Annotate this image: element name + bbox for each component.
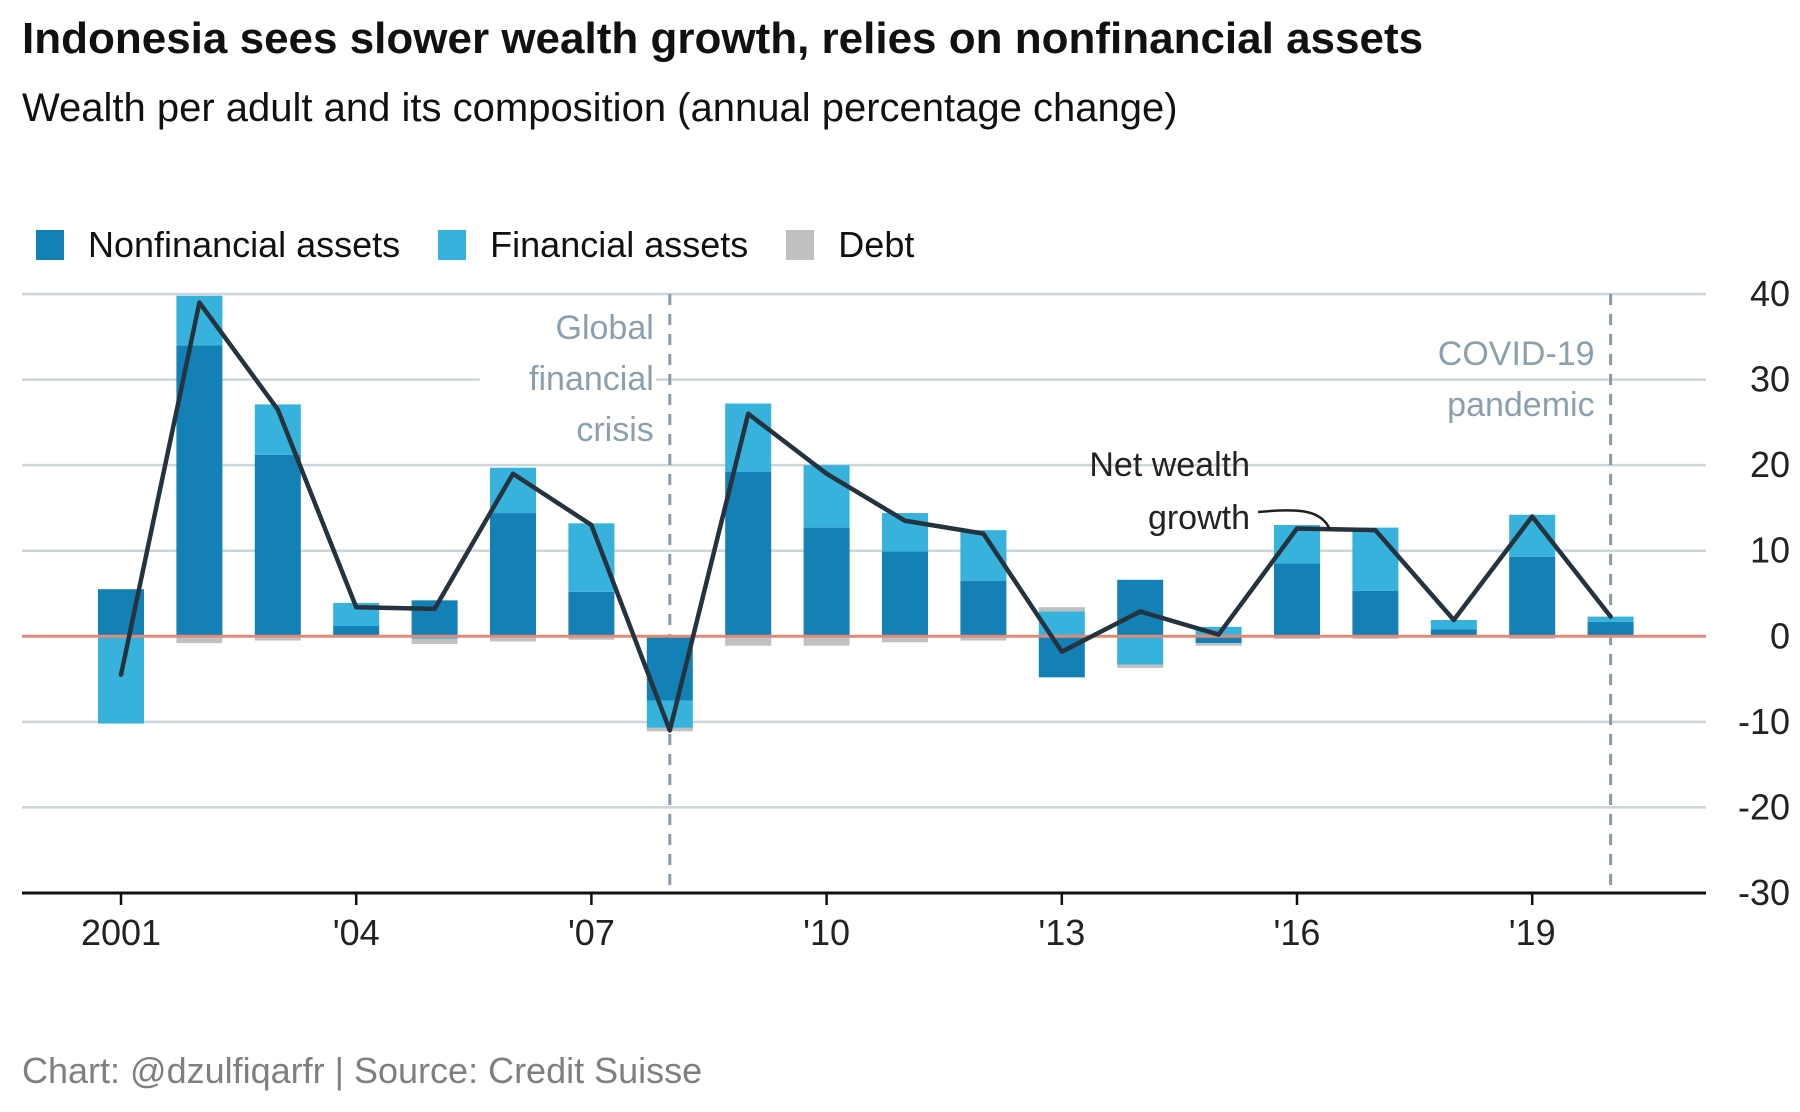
legend-label-debt: Debt xyxy=(838,224,915,265)
legend-item-financial: Financial assets xyxy=(438,224,748,266)
annotation-label: Global xyxy=(556,309,654,347)
annotation-label: pandemic xyxy=(1447,386,1594,424)
bar-debt xyxy=(803,636,850,646)
annotation-label-bg xyxy=(1438,333,1597,375)
gridlines xyxy=(22,292,1706,809)
y-tick-label: -20 xyxy=(1738,786,1790,827)
bar-debt xyxy=(568,636,615,640)
bar-financial-assets xyxy=(1117,636,1164,665)
legend-swatch-debt xyxy=(786,230,815,260)
x-tick-label: '04 xyxy=(333,912,380,953)
bar-nonfinancial-assets xyxy=(1195,636,1242,644)
bar-debt xyxy=(1117,664,1164,668)
net-wealth-line: Net wealth growth xyxy=(118,300,1613,733)
axes: 40 30 20 10 0 -10 -20 -30 2001 '04 '07 '10 '13 '16 '19 xyxy=(22,273,1790,953)
bar-nonfinancial-assets xyxy=(1430,629,1477,637)
legend-label-financial: Financial assets xyxy=(490,224,749,265)
legend-label-nonfinancial: Nonfinancial assets xyxy=(88,224,401,265)
bar-debt xyxy=(960,636,1007,641)
annotations: Global financial crisis COVID-19 pandemic xyxy=(479,294,1613,893)
y-tick-label: 10 xyxy=(1750,530,1790,571)
legend: Nonfinancial assets Financial assets Deb… xyxy=(36,224,952,266)
x-tick-label: '13 xyxy=(1038,912,1085,953)
bar-financial-assets xyxy=(98,636,144,724)
bar-nonfinancial-assets xyxy=(1117,579,1164,637)
bar-debt xyxy=(254,636,301,641)
annotation-label-bg xyxy=(533,409,656,451)
y-tick-label: 0 xyxy=(1770,615,1790,656)
bar-nonfinancial-assets xyxy=(960,580,1007,637)
bar-debt xyxy=(411,638,458,644)
y-tick-label: 30 xyxy=(1750,359,1790,400)
bar-financial-assets xyxy=(568,523,615,592)
bar-debt xyxy=(725,636,772,646)
annotation-label-bg xyxy=(533,307,656,349)
bar-nonfinancial-assets xyxy=(1587,621,1634,637)
chart-title: Indonesia sees slower wealth growth, rel… xyxy=(22,14,1424,63)
bar-nonfinancial-assets xyxy=(725,471,772,637)
legend-item-nonfinancial: Nonfinancial assets xyxy=(36,224,400,266)
source-note: Chart: @dzulfiqarfr | Source: Credit Sui… xyxy=(22,1050,703,1091)
bar-nonfinancial-assets xyxy=(1352,590,1399,637)
y-tick-label: 20 xyxy=(1750,444,1790,485)
y-tick-label: 40 xyxy=(1750,273,1790,314)
bar-nonfinancial-assets xyxy=(1274,563,1320,637)
legend-item-debt: Debt xyxy=(786,224,914,266)
legend-swatch-financial xyxy=(438,230,467,260)
bar-nonfinancial-assets xyxy=(882,551,928,637)
net-wealth-growth-line xyxy=(118,300,1613,733)
bar-debt xyxy=(1195,643,1242,646)
annotation-label: COVID-19 xyxy=(1438,335,1595,373)
bar-nonfinancial-assets xyxy=(568,591,615,637)
net-wealth-label: Net wealth xyxy=(1089,446,1250,484)
x-tick-label: '16 xyxy=(1274,912,1321,953)
annotation-label-bg xyxy=(1438,384,1597,426)
bar-nonfinancial-assets xyxy=(1509,556,1556,637)
chart-subtitle: Wealth per adult and its composition (an… xyxy=(22,86,1178,130)
x-tick-label: '10 xyxy=(803,912,850,953)
bar-nonfinancial-assets xyxy=(176,345,223,637)
bar-nonfinancial-assets xyxy=(333,626,380,637)
bar-debt xyxy=(176,636,223,644)
net-wealth-label: growth xyxy=(1148,499,1250,537)
bar-nonfinancial-assets xyxy=(490,513,536,637)
annotation-label: crisis xyxy=(576,411,653,449)
annotation-label: financial xyxy=(529,360,654,398)
bar-debt xyxy=(1038,607,1085,612)
bar-financial-assets xyxy=(1587,616,1634,622)
net-wealth-label-leader xyxy=(1257,509,1332,531)
y-tick-label: -30 xyxy=(1738,872,1790,913)
bar-debt xyxy=(490,636,536,642)
annotation-label-bg xyxy=(479,358,656,400)
bars xyxy=(98,295,1634,732)
x-tick-label: '19 xyxy=(1509,912,1556,953)
bar-nonfinancial-assets xyxy=(803,527,850,637)
x-tick-label: '07 xyxy=(568,912,615,953)
bar-financial-assets xyxy=(1430,620,1477,630)
y-tick-label: -10 xyxy=(1738,701,1790,742)
bar-nonfinancial-assets xyxy=(254,454,301,637)
x-tick-label: 2001 xyxy=(81,912,161,953)
bar-financial-assets xyxy=(1352,527,1399,591)
bar-debt xyxy=(882,636,928,643)
legend-swatch-nonfinancial xyxy=(36,230,64,260)
